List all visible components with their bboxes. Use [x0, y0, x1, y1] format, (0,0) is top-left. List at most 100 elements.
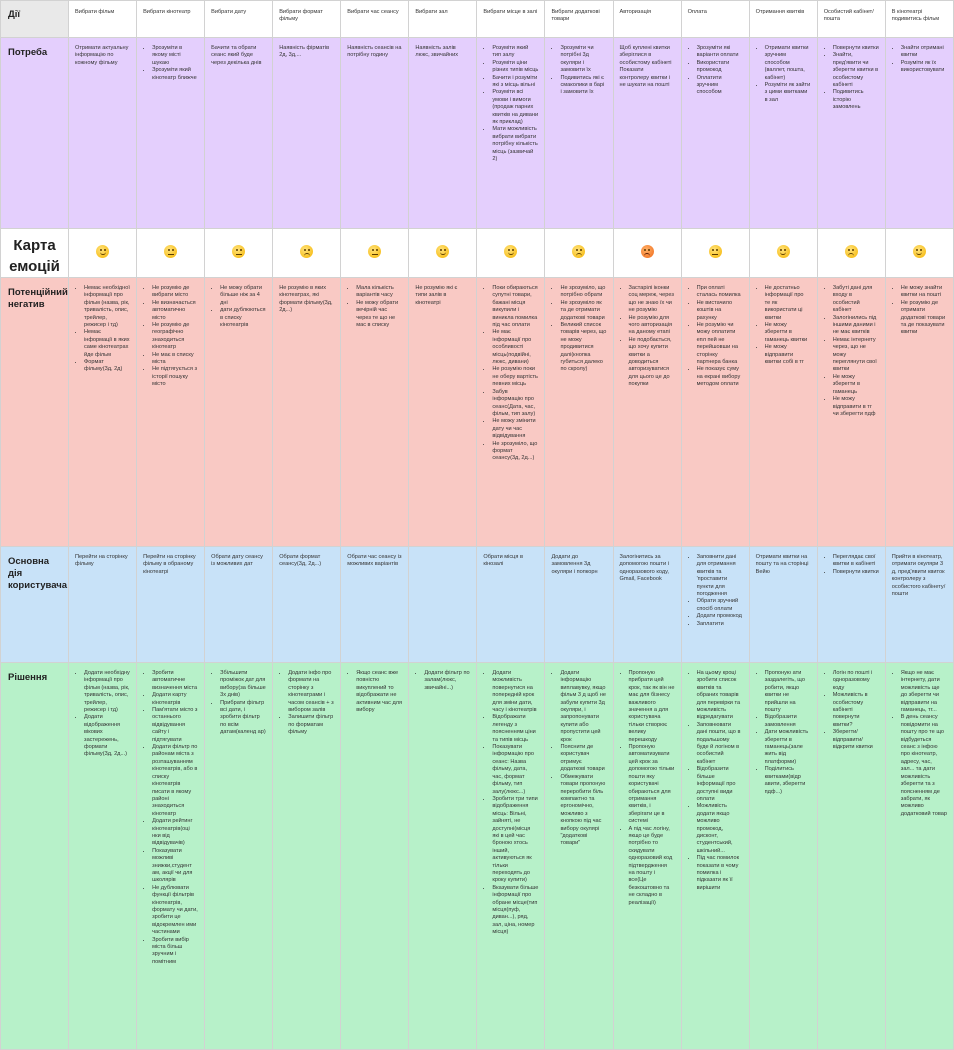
- cell-text: Прийти в кінотеатр, отримати окуляри 3 д…: [891, 554, 946, 598]
- bullet-list: Логін по пошті і одноразовому кодуМожлив…: [824, 670, 879, 751]
- row-actions-cell: Вибрати дату: [204, 0, 274, 38]
- bullet-list: Знайти отримані квиткиРозуміти як їх вик…: [892, 45, 947, 75]
- list-item: Знайти, пред'явити чи зберегти квитки в …: [833, 52, 879, 89]
- list-item: Пояснити де користувач отримує додаткові…: [560, 744, 606, 774]
- list-item: Зрозуміти в якому місті шукаю: [152, 45, 198, 67]
- list-item: Відобразити замовлення: [765, 714, 811, 729]
- row-need-cell: Наявність залів люкс, звичайних: [408, 37, 478, 229]
- row-actions-cell: Вибрати зал: [408, 0, 478, 38]
- list-item: Повернути квитки: [833, 45, 879, 52]
- list-item: Не розумію де отримати додаткові товари …: [901, 300, 947, 337]
- cell-text: Особистий кабінет/пошта: [823, 9, 874, 23]
- row-negative: Потенційний негатив Немає необхідної інфо…: [0, 277, 954, 547]
- row-negative-cell: Застарілі іконки соц мереж, через що не …: [612, 277, 682, 547]
- row-emotions-cell: [408, 228, 478, 278]
- row-main-action-cell: Обрати формат сеансу(3д, 2д...): [272, 546, 342, 663]
- cell-text: Наявність залів люкс, звичайних: [415, 45, 459, 59]
- list-item: Не можу зберегти в гаманець квитки: [765, 322, 811, 344]
- list-item: дати дублюються в списку кінотеатрів: [220, 307, 266, 329]
- list-item: Залишити фільтр по форматам фільму: [288, 714, 334, 736]
- list-item: Заплатити: [697, 621, 743, 628]
- row-need-cell: Наявність сеансів на потрібну годину: [340, 37, 410, 229]
- row-emotions-cell: [476, 228, 546, 278]
- list-item: Якщо не має інтернету, дати можливість щ…: [901, 670, 947, 714]
- bullet-list: Зробити автоматичне визначення містаДода…: [143, 670, 198, 966]
- row-need-cell: Зрозуміти які варіанти оплатиВикористати…: [680, 37, 750, 229]
- row-actions-cell: Вибрати час сеансу: [340, 0, 410, 38]
- row-main-action: Основна дія користувача Перейти на сторін…: [0, 546, 954, 663]
- list-item: Не розумію поки не оберу вартість певних…: [492, 366, 538, 388]
- list-item: Зробити три типи відображення місць: Віл…: [492, 796, 538, 885]
- list-item: Поки обираються супутні товари, бажані м…: [492, 285, 538, 329]
- row-emotions-label: Карта емоцій: [0, 228, 69, 278]
- row-solution-cell: Зробити автоматичне визначення містаДода…: [136, 662, 206, 1050]
- bullet-list: Зрозуміти чи потрібні 3д окуляри і замов…: [551, 45, 606, 97]
- bullet-list: Розуміти який тип залуРозуміти ціни різн…: [483, 45, 538, 164]
- bullet-list: Якщо не має інтернету, дати можливість щ…: [892, 670, 947, 818]
- bullet-list: Мала кількість варіантів часуНе можу обр…: [347, 285, 402, 329]
- cell-text: Наявність фірматів 2д, 3д,...: [279, 45, 330, 59]
- bullet-list: Пропоную ати заздалегіть, що робити, якщ…: [756, 670, 811, 796]
- bullet-list: Отримати квитки зручним способом (валлет…: [756, 45, 811, 104]
- list-item: Поділитись квитками(відр авити, зберегти…: [765, 766, 811, 796]
- bullet-list: Зрозуміти які варіанти оплатиВикористати…: [688, 45, 743, 97]
- row-solution: Рішення Додати необхідну інформації про ф…: [0, 662, 954, 1050]
- list-item: Вказувати більше інформації про обране м…: [492, 885, 538, 937]
- row-need-label: Потреба: [0, 37, 69, 229]
- row-main-action-cell: Обрати дату сеансу із можливих дат: [204, 546, 274, 663]
- cell-text: Вибрати кінотеатр: [143, 9, 191, 15]
- list-item: Не показує суму на екрані вибору методом…: [697, 366, 743, 388]
- cell-text: Перейти на сторінку фільму в обраному кі…: [143, 554, 196, 575]
- list-item: Додати фільтр по районам міста з розташу…: [152, 744, 198, 818]
- cell-text: Оплата: [687, 9, 707, 15]
- list-item: Мати можливість вибрати вибрати потрібну…: [492, 126, 538, 163]
- row-negative-cell: Не можу знайти квитки на поштіНе розумію…: [884, 277, 954, 547]
- row-solution-cell: Пропоную прибрати цей крок, так як він н…: [612, 662, 682, 1050]
- cell-text: Бачити та обрати сеанс який буде через д…: [211, 45, 262, 66]
- cell-text: Обрати дату сеансу із можливих дат: [211, 554, 263, 568]
- list-item: Додати інформацію виплавувку, якщо фільм…: [560, 670, 606, 744]
- list-item: Не можу відправити в тг чи зберегти пдф: [833, 396, 879, 418]
- cell-text: Вибрати час сеансу: [347, 9, 399, 15]
- list-item: Повернути квитки: [833, 569, 879, 576]
- list-item: Відображати легенду з поясненням ціни та…: [492, 714, 538, 744]
- row-actions-cell: Вибрати місце в залі: [476, 0, 546, 38]
- bullet-list: Додати інформацію виплавувку, якщо фільм…: [551, 670, 606, 848]
- row-negative-cell: Не розумію які є типи залів в кінотеатрі: [408, 277, 478, 547]
- row-emotions-cell: [67, 228, 138, 278]
- smile-face-icon: [504, 244, 518, 258]
- cell-text: Щоб куплені квитки зберіглися в особисто…: [619, 45, 672, 89]
- row-emotions-cell: [544, 228, 614, 278]
- cell-text: Залогінитись за допомогою пошти і однора…: [619, 554, 669, 583]
- row-emotions-cell: [136, 228, 206, 278]
- list-item: Немає необхідної інформації про фільм (н…: [84, 285, 130, 329]
- list-item: Зберегти/ відправити/ відкрити квитки: [833, 729, 879, 751]
- row-main-action-cell: Перейти на сторінку фільму в обраному кі…: [136, 546, 206, 663]
- row-actions-label: Дії: [0, 0, 69, 38]
- cell-text: Обрати місця в кінозалі: [483, 554, 523, 568]
- cell-text: Вибрати місце в залі: [483, 9, 538, 15]
- list-item: Не розумію для чого авторизація на даном…: [629, 315, 675, 337]
- list-item: Не розумію де географічно знаходиться кі…: [152, 322, 198, 352]
- bullet-list: Застарілі іконки соц мереж, через що не …: [620, 285, 675, 389]
- cell-text: Отримання квитків: [755, 9, 805, 15]
- list-item: Забув інформацію про сеанс(Дата, час, фі…: [492, 389, 538, 419]
- row-emotions-cell: [612, 228, 682, 278]
- list-item: Не підтягується з історії пошуку місто: [152, 366, 198, 388]
- cell-text: Обрати час сеансу із можливих варіантів: [347, 554, 402, 568]
- list-item: Застарілі іконки соц мереж, через що не …: [629, 285, 675, 315]
- row-solution-cell: Додати інфо про формати на сторінку з кі…: [272, 662, 342, 1050]
- row-solution-cell: Якщо не має інтернету, дати можливість щ…: [884, 662, 954, 1050]
- list-item: Забуті дані для входу в особистий кабіне…: [833, 285, 879, 315]
- cell-text: Перейти на сторінку фільму: [75, 554, 128, 568]
- list-item: А під час логіну, якщо це буде потрібно …: [629, 826, 675, 907]
- cell-text: В кінотеатрі подивитись фільм: [891, 9, 940, 23]
- row-actions-cell: В кінотеатрі подивитись фільм: [884, 0, 954, 38]
- cell-text: Отримати актуальну інформацію по кожному…: [75, 45, 129, 66]
- row-negative-cell: Немає необхідної інформації про фільм (н…: [67, 277, 138, 547]
- row-main-action-cell: Заповнити дані для отримання квитків та …: [680, 546, 750, 663]
- cell-text: Вибрати формат фільму: [279, 9, 323, 23]
- row-solution-label: Рішення: [0, 662, 69, 1050]
- list-item: Розуміти як зайти з цими квитками в зал: [765, 82, 811, 104]
- neutral-face-icon: [368, 244, 382, 258]
